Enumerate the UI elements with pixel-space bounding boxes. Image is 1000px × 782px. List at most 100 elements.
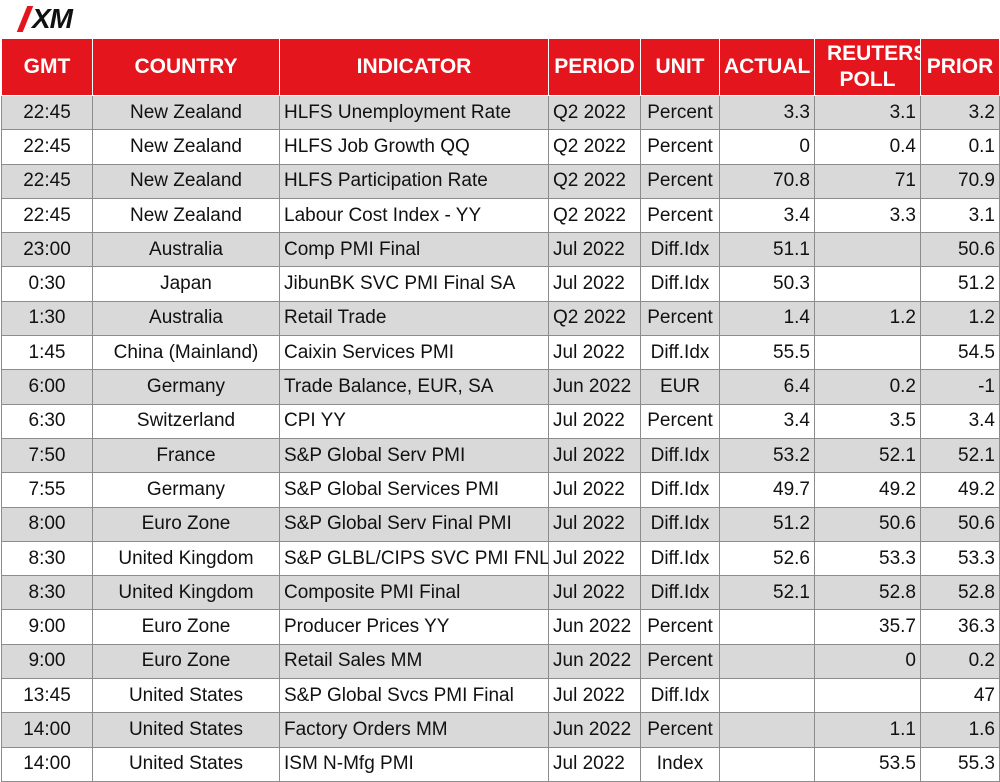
prior-cell: -1 — [920, 369, 1000, 405]
gmt-cell: 23:00 — [1, 232, 93, 268]
country-cell: New Zealand — [92, 129, 280, 165]
gmt-cell: 22:45 — [1, 94, 93, 131]
gmt-cell: 14:00 — [1, 746, 93, 782]
period-cell: Jul 2022 — [548, 678, 641, 714]
unit-cell: Percent — [640, 300, 720, 337]
table-row: 22:45 New Zealand HLFS Unemployment Rate Q2… — [1, 94, 1000, 131]
indicator-cell: Caixin Services PMI — [279, 335, 549, 371]
unit-cell: Percent — [640, 643, 720, 680]
economic-calendar-table: GMT COUNTRY INDICATOR PERIOD UNIT ACTUAL… — [1, 38, 1000, 782]
unit-cell: Diff.Idx — [640, 575, 720, 611]
unit-cell: Percent — [640, 94, 720, 131]
country-cell: Germany — [92, 369, 280, 405]
period-cell: Q2 2022 — [548, 197, 641, 234]
country-cell: France — [92, 437, 280, 474]
actual-cell: 6.4 — [719, 369, 815, 405]
header-indicator: INDICATOR — [279, 38, 549, 96]
period-cell: Jun 2022 — [548, 369, 641, 405]
table-row: 22:45 New Zealand HLFS Job Growth QQ Q2 202… — [1, 129, 1000, 165]
gmt-cell: 0:30 — [1, 266, 93, 302]
gmt-cell: 22:45 — [1, 163, 93, 199]
unit-cell: Diff.Idx — [640, 506, 720, 542]
actual-cell: 55.5 — [719, 335, 815, 371]
header-country: COUNTRY — [92, 38, 280, 96]
table-row: 8:00 Euro Zone S&P Global Serv Final PMI Ju… — [1, 506, 1000, 542]
period-cell: Jul 2022 — [548, 437, 641, 474]
indicator-cell: S&P Global Svcs PMI Final — [279, 678, 549, 714]
reuters-poll-cell: 1.1 — [814, 712, 921, 748]
indicator-cell: Producer Prices YY — [279, 609, 549, 645]
gmt-cell: 7:55 — [1, 472, 93, 508]
reuters-poll-cell: 52.8 — [814, 575, 921, 611]
prior-cell: 1.2 — [920, 300, 1000, 337]
table-row: 6:30 Switzerland CPI YY Jul 2022 Percent 3.4 3… — [1, 403, 1000, 439]
gmt-cell: 1:45 — [1, 335, 93, 371]
actual-cell: 52.1 — [719, 575, 815, 611]
indicator-cell: ISM N-Mfg PMI — [279, 746, 549, 782]
country-cell: Euro Zone — [92, 609, 280, 645]
unit-cell: Diff.Idx — [640, 335, 720, 371]
actual-cell: 49.7 — [719, 472, 815, 508]
prior-cell: 52.1 — [920, 437, 1000, 474]
country-cell: Germany — [92, 472, 280, 508]
indicator-cell: Retail Trade — [279, 300, 549, 337]
unit-cell: Percent — [640, 163, 720, 199]
actual-cell: 52.6 — [719, 540, 815, 577]
indicator-cell: S&P Global Serv Final PMI — [279, 506, 549, 542]
reuters-poll-cell: 53.3 — [814, 540, 921, 577]
gmt-cell: 22:45 — [1, 197, 93, 234]
gmt-cell: 9:00 — [1, 643, 93, 680]
period-cell: Jun 2022 — [548, 712, 641, 748]
period-cell: Jul 2022 — [548, 335, 641, 371]
indicator-cell: Labour Cost Index - YY — [279, 197, 549, 234]
table-row: 14:00 United States ISM N-Mfg PMI Jul 2022 I… — [1, 746, 1000, 782]
period-cell: Jul 2022 — [548, 232, 641, 268]
prior-cell: 50.6 — [920, 232, 1000, 268]
unit-cell: Percent — [640, 609, 720, 645]
country-cell: United States — [92, 712, 280, 748]
gmt-cell: 8:00 — [1, 506, 93, 542]
reuters-poll-cell: 52.1 — [814, 437, 921, 474]
period-cell: Jul 2022 — [548, 540, 641, 577]
prior-cell: 70.9 — [920, 163, 1000, 199]
country-cell: Euro Zone — [92, 643, 280, 680]
gmt-cell: 7:50 — [1, 437, 93, 474]
period-cell: Jun 2022 — [548, 609, 641, 645]
country-cell: New Zealand — [92, 197, 280, 234]
prior-cell: 3.1 — [920, 197, 1000, 234]
actual-cell: 50.3 — [719, 266, 815, 302]
gmt-cell: 1:30 — [1, 300, 93, 337]
reuters-poll-cell — [814, 335, 921, 371]
unit-cell: Percent — [640, 129, 720, 165]
logo-slash-icon — [16, 6, 34, 32]
indicator-cell: HLFS Participation Rate — [279, 163, 549, 199]
gmt-cell: 6:00 — [1, 369, 93, 405]
country-cell: New Zealand — [92, 163, 280, 199]
country-cell: United States — [92, 746, 280, 782]
table-row: 23:00 Australia Comp PMI Final Jul 2022 Diff… — [1, 232, 1000, 268]
unit-cell: Percent — [640, 712, 720, 748]
actual-cell — [719, 746, 815, 782]
gmt-cell: 14:00 — [1, 712, 93, 748]
period-cell: Jul 2022 — [548, 266, 641, 302]
reuters-poll-cell: 3.1 — [814, 94, 921, 131]
actual-cell: 3.4 — [719, 403, 815, 439]
reuters-poll-cell — [814, 678, 921, 714]
indicator-cell: CPI YY — [279, 403, 549, 439]
table-row: 9:00 Euro Zone Retail Sales MM Jun 2022 Perc… — [1, 643, 1000, 680]
country-cell: United States — [92, 678, 280, 714]
actual-cell: 0 — [719, 129, 815, 165]
actual-cell: 51.2 — [719, 506, 815, 542]
actual-cell: 51.1 — [719, 232, 815, 268]
prior-cell: 3.4 — [920, 403, 1000, 439]
unit-cell: Diff.Idx — [640, 266, 720, 302]
unit-cell: Diff.Idx — [640, 678, 720, 714]
period-cell: Jul 2022 — [548, 403, 641, 439]
period-cell: Jul 2022 — [548, 575, 641, 611]
prior-cell: 3.2 — [920, 94, 1000, 131]
unit-cell: Percent — [640, 403, 720, 439]
indicator-cell: Retail Sales MM — [279, 643, 549, 680]
country-cell: Euro Zone — [92, 506, 280, 542]
logo-text: XM — [32, 3, 73, 34]
table-row: 7:55 Germany S&P Global Services PMI Jul 20… — [1, 472, 1000, 508]
